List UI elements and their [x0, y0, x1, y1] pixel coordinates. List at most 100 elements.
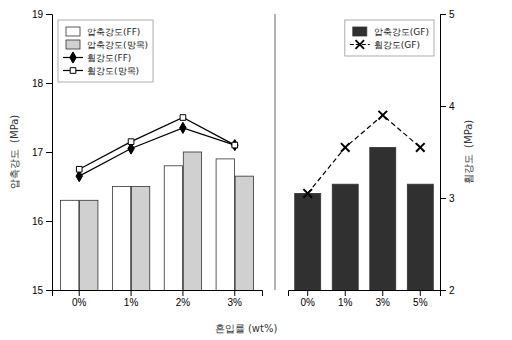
- tick-mark: [234, 290, 235, 296]
- tick: 19: [32, 9, 52, 20]
- marker: [180, 115, 186, 121]
- panel: 2 3 4 5 0% 1% 3% 5% 휨강도 (MPa): [289, 9, 475, 340]
- tick: 15: [32, 285, 52, 296]
- bar-series: [295, 147, 434, 290]
- tick-label: 1%: [124, 297, 139, 308]
- tick-mark: [440, 198, 446, 199]
- line-series: [303, 111, 424, 198]
- tick-label: 2%: [176, 297, 191, 308]
- axis-title: 휨강도 (MPa): [463, 120, 474, 185]
- axis-title: 압축강도 (MPa): [9, 115, 20, 190]
- axis-line: [46, 15, 53, 291]
- axis-line: [441, 15, 447, 291]
- y-axis: 15 16 17 18 19: [32, 9, 53, 296]
- bar-series: [61, 159, 235, 290]
- bar-series: [80, 152, 254, 290]
- legend-label: 휨강도(망목): [87, 66, 139, 76]
- marker: [341, 143, 350, 152]
- tick: 0%: [72, 290, 87, 308]
- bar: [407, 184, 433, 290]
- tick-label: 17: [32, 147, 44, 158]
- line-series: [76, 122, 238, 181]
- axis-line: [53, 291, 263, 297]
- tick: 16: [32, 216, 52, 227]
- tick-label: 18: [32, 78, 44, 89]
- tick-label: 3: [449, 193, 455, 204]
- legend-label: 휨강도(FF): [87, 53, 131, 63]
- tick-mark: [79, 290, 80, 296]
- legend-swatch: [356, 40, 365, 49]
- x-axis: 0% 1% 2% 3%: [53, 290, 263, 308]
- marker: [416, 143, 425, 152]
- legend-swatch: [70, 52, 76, 63]
- tick-mark: [382, 290, 383, 296]
- bar: [183, 152, 201, 290]
- legend-swatch: [353, 27, 367, 36]
- tick-label: 16: [32, 216, 44, 227]
- tick-label: 3%: [376, 297, 391, 308]
- bar: [80, 200, 98, 290]
- bar: [112, 187, 130, 291]
- bar: [295, 193, 321, 290]
- tick-label: 1%: [338, 297, 353, 308]
- x-axis: 0% 1% 3% 5%: [289, 290, 441, 308]
- y-axis: 2 3 4 5: [440, 9, 455, 296]
- axis-title: 혼입률 (wt%): [215, 323, 278, 334]
- tick: 5%: [413, 290, 428, 308]
- panel-separator: [275, 14, 276, 290]
- tick-label: 5: [449, 9, 455, 20]
- tick-label: 4: [449, 101, 455, 112]
- bar: [61, 200, 79, 290]
- tick: 17: [32, 147, 52, 158]
- tick: 2%: [176, 290, 191, 308]
- tick: 4: [440, 101, 455, 112]
- bar: [131, 187, 149, 291]
- bar: [164, 166, 182, 290]
- tick: 3%: [228, 290, 243, 308]
- tick-mark: [182, 290, 183, 296]
- tick: 1%: [338, 290, 353, 308]
- tick-mark: [420, 290, 421, 296]
- tick-label: 0%: [300, 297, 315, 308]
- legend-box: [58, 20, 153, 82]
- tick-mark: [131, 290, 132, 296]
- tick-label: 15: [32, 285, 44, 296]
- tick-mark: [345, 290, 346, 296]
- tick-label: 0%: [72, 297, 87, 308]
- tick: 3%: [376, 290, 391, 308]
- tick-mark: [46, 221, 52, 222]
- tick: 18: [32, 78, 52, 89]
- tick-label: 2: [449, 285, 455, 296]
- legend-label: 압축강도(GF): [374, 27, 429, 37]
- line: [79, 118, 235, 170]
- tick: 2: [440, 285, 455, 296]
- marker: [232, 140, 238, 151]
- tick: 5: [440, 9, 455, 20]
- marker: [128, 139, 134, 145]
- tick-mark: [440, 106, 446, 107]
- tick-label: 19: [32, 9, 44, 20]
- tick-mark: [46, 290, 52, 291]
- tick-label: 5%: [413, 297, 428, 308]
- marker: [303, 189, 312, 198]
- bar: [235, 176, 253, 290]
- legend-swatch: [70, 68, 76, 74]
- legend-label: 압축강도(FF): [87, 27, 140, 37]
- marker: [76, 166, 82, 172]
- plot-area: [295, 111, 434, 290]
- tick-mark: [46, 152, 52, 153]
- tick: 3: [440, 193, 455, 204]
- marker: [232, 142, 238, 148]
- tick: 0%: [300, 290, 315, 308]
- panel: 15 16 17 18 19 0% 1% 2% 3% 압축강도 (MPa): [9, 9, 263, 340]
- legend-swatch: [66, 40, 80, 49]
- tick-mark: [307, 290, 308, 296]
- legend-box: [345, 20, 434, 56]
- line-series: [76, 115, 237, 172]
- legend: 압축강도(GF)휨강도(GF): [345, 20, 434, 56]
- line: [308, 115, 421, 193]
- chart-svg: 15 16 17 18 19 0% 1% 2% 3% 압축강도 (MPa) 혼입률 (wt%) 압축강…: [0, 0, 512, 340]
- axis-line: [289, 291, 441, 297]
- legend-swatch: [66, 27, 80, 36]
- plot-area: [61, 115, 254, 290]
